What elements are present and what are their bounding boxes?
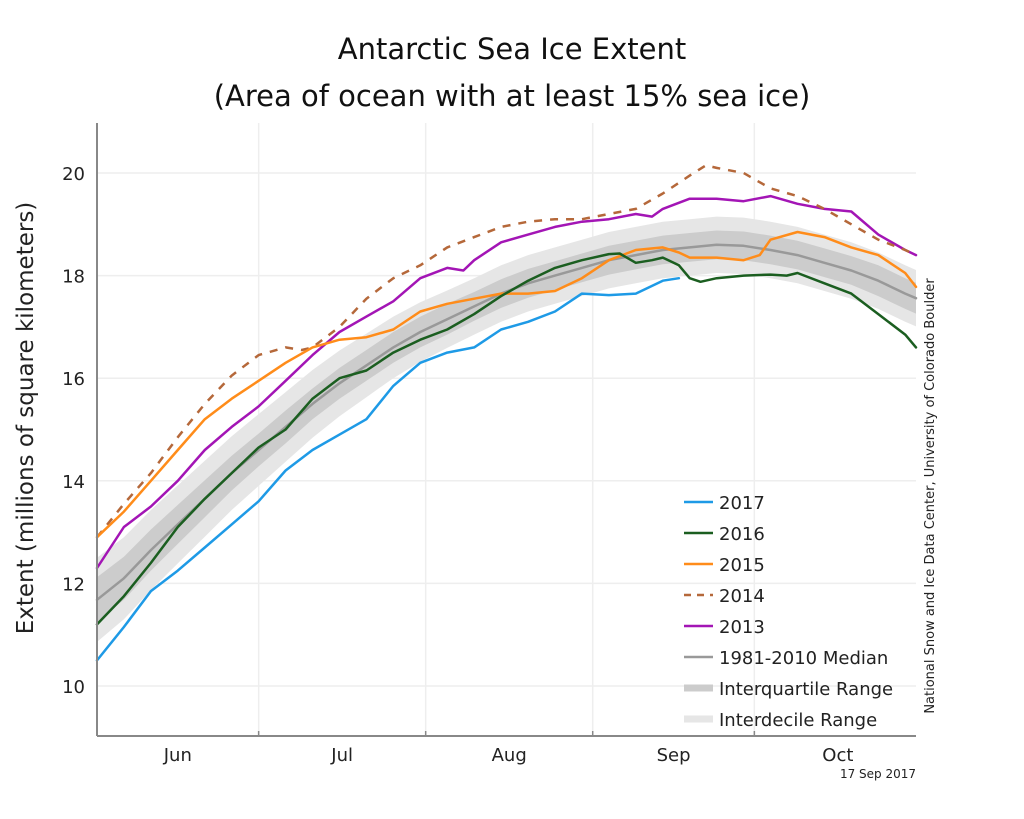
date-stamp: 17 Sep 2017 [840,767,916,781]
y-tick-label: 18 [62,267,85,288]
legend-label: 2017 [719,493,765,514]
x-tick-label: Sep [657,745,691,766]
x-tick-label: Aug [492,745,527,766]
y-axis-label: Extent (millions of square kilometers) [13,202,39,635]
legend-label: Interquartile Range [719,679,893,700]
legend-label: 2013 [719,617,765,638]
legend-label: 2015 [719,555,765,576]
legend-item: 1981-2010 Median [684,648,888,669]
x-tick-label: Oct [822,745,853,766]
legend-label: 1981-2010 Median [719,648,888,669]
axes [96,123,916,737]
chart-title-line-2: (Area of ocean with at least 15% sea ice… [214,79,811,113]
series-2015 [95,230,918,539]
x-tick-label: Jun [163,745,192,766]
y-tick-label: 12 [62,574,85,595]
legend-item: 2015 [684,555,765,576]
legend-item: 2014 [684,586,765,607]
chart-title-line-1: Antarctic Sea Ice Extent [338,32,686,66]
y-tick-label: 14 [62,472,85,493]
series-2014 [96,164,917,538]
y-tick-labels: 10 12 14 16 18 20 [62,164,85,698]
legend-item: 2016 [684,524,765,545]
x-tick-label: Jul [330,745,353,766]
series-2017 [95,276,681,662]
series-2016 [95,252,918,626]
legend-item: 2013 [684,617,765,638]
grid [97,123,916,736]
x-tick-labels: Jun Jul Aug Sep Oct [163,745,854,766]
interquartile-band [97,230,916,623]
series-2013 [95,194,918,570]
series-lines [95,164,918,662]
y-tick-label: 16 [62,369,85,390]
legend-item: 2017 [684,493,765,514]
y-tick-label: 20 [62,164,85,185]
legend-label: Interdecile Range [719,710,877,731]
legend-label: 2014 [719,586,765,607]
legend-item: Interdecile Range [684,710,877,731]
legend-item: Interquartile Range [684,679,893,700]
y-tick-label: 10 [62,677,85,698]
bands [97,216,916,642]
legend: 2017 2016 2015 2014 2013 1981-2010 Median Inte… [684,493,893,731]
credit-text: National Snow and Ice Data Center, Unive… [923,278,938,714]
legend-label: 2016 [719,524,765,545]
